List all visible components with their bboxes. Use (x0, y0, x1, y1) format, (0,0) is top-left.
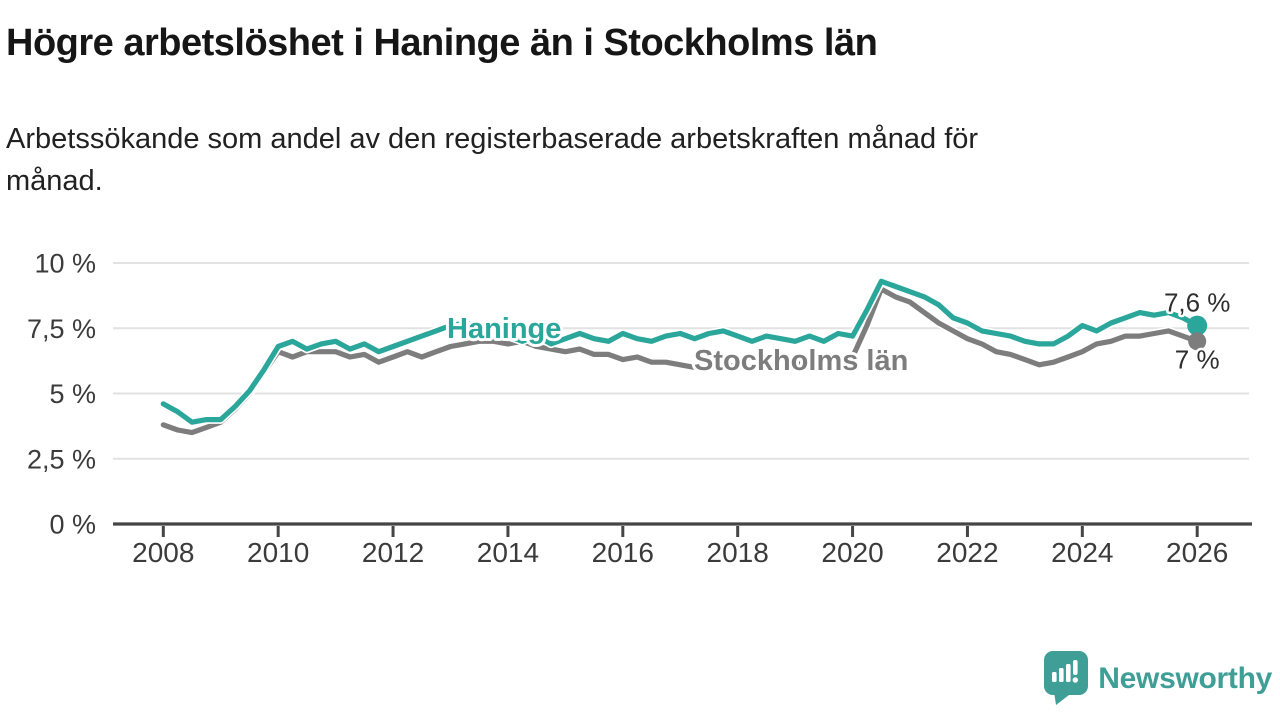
end-dot-stockholms-lan (1188, 332, 1207, 351)
end-value-label-stockholms-lan: 7 % (1175, 344, 1220, 374)
chart-title: Högre arbetslöshet i Haninge än i Stockh… (6, 22, 878, 64)
end-value-label-haninge: 7,6 % (1164, 288, 1231, 318)
x-tick-label: 2016 (592, 537, 654, 568)
series-line-casing (159, 284, 1202, 437)
x-tick-label: 2024 (1051, 537, 1113, 568)
x-tick-label: 2020 (821, 537, 883, 568)
y-tick-label: 5 % (49, 379, 96, 409)
end-dot-haninge (1187, 315, 1208, 336)
series-label-haninge: Haninge (447, 313, 561, 345)
chart-subtitle-line-2: månad. (6, 165, 103, 197)
newsworthy-logo-text: Newsworthy (1098, 661, 1272, 695)
x-tick-label: 2014 (477, 537, 539, 568)
y-tick-label: 7,5 % (27, 314, 96, 344)
chart-subtitle-line-1: Arbetssökande som andel av den registerb… (6, 123, 979, 155)
x-tick-label: 2026 (1166, 537, 1228, 568)
x-tick-label: 2018 (707, 537, 769, 568)
y-tick-label: 10 % (34, 249, 96, 279)
series-line-stockholms-lan (160, 286, 1200, 436)
chart-subtitle: Arbetssökande som andel av den registerb… (6, 118, 1196, 202)
series-line-haninge (160, 278, 1200, 425)
y-tick-label: 0 % (49, 510, 96, 540)
x-tick-label: 2008 (132, 537, 194, 568)
y-tick-label: 2,5 % (27, 444, 96, 474)
x-tick-label: 2012 (362, 537, 424, 568)
series-label-stockholms-lan: Stockholms län (694, 345, 908, 377)
x-tick-label: 2010 (247, 537, 309, 568)
newsworthy-logo[interactable]: Newsworthy (1044, 651, 1272, 706)
x-tick-label: 2022 (936, 537, 998, 568)
newsworthy-bubble-chart-icon (1044, 651, 1089, 706)
